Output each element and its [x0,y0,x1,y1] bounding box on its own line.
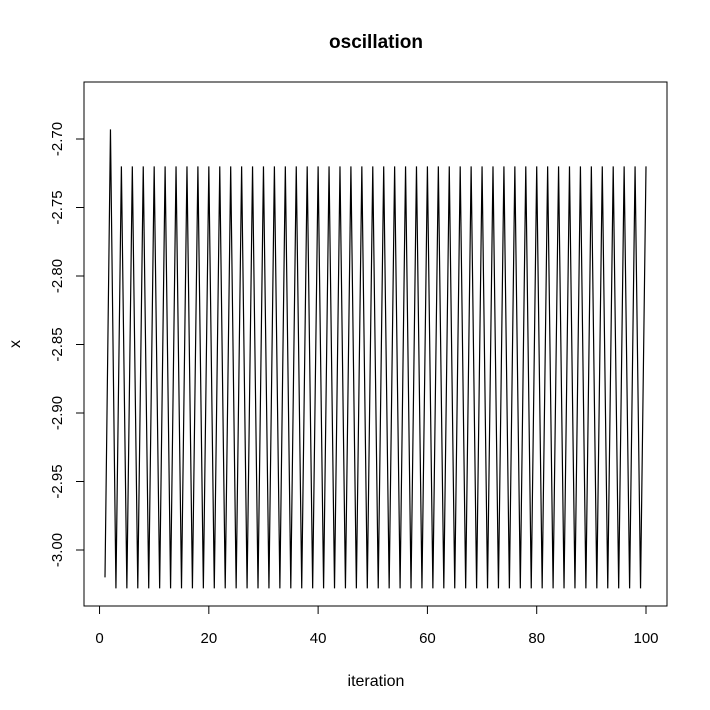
y-axis-label: x [7,340,24,348]
x-tick-label: 60 [419,630,436,647]
y-tick-label: -3.00 [49,533,66,567]
x-tick-label: 20 [200,630,217,647]
y-tick-label: -2.80 [49,259,66,293]
x-tick-label: 0 [95,630,103,647]
y-tick-label: -2.90 [49,396,66,430]
y-tick-label: -2.95 [49,464,66,498]
y-tick-label: -2.75 [49,190,66,224]
series-layer [104,129,647,589]
x-tick-label: 40 [310,630,327,647]
chart-title: oscillation [329,32,423,53]
x-axis-label: iteration [348,673,405,690]
y-tick-label: -2.85 [49,327,66,361]
x-axis: 0 20 40 60 80 100 [95,605,659,647]
x-tick-label: 100 [633,630,658,647]
x-tick-label: 80 [528,630,545,647]
series-line [104,129,647,589]
y-tick-label: -2.70 [49,122,66,156]
y-axis: -3.00 -2.95 -2.90 -2.85 -2.80 -2.75 -2.70 [49,122,85,567]
